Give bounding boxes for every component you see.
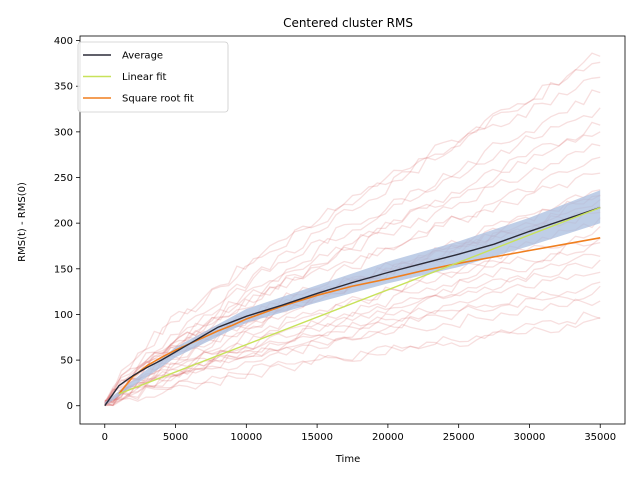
trace-line bbox=[104, 298, 601, 405]
legend-label: Average bbox=[122, 51, 163, 62]
y-axis-label: RMS(t) - RMS(0) bbox=[17, 182, 28, 262]
trace-line bbox=[104, 143, 601, 403]
x-axis-ticks: 0 5000 10000 15000 20000 25000 30000 35000 bbox=[102, 424, 616, 443]
y-tick-label: 350 bbox=[54, 82, 73, 93]
y-tick-label: 0 bbox=[67, 401, 73, 412]
x-tick-label: 0 bbox=[102, 432, 108, 443]
x-tick-label: 5000 bbox=[163, 432, 188, 443]
average-line bbox=[104, 206, 601, 407]
std-band-group bbox=[104, 190, 601, 406]
trace-line bbox=[104, 237, 601, 407]
trace-line bbox=[104, 131, 601, 406]
trace-line bbox=[104, 271, 601, 404]
y-tick-label: 200 bbox=[54, 219, 73, 230]
legend: Average Linear fit Square root fit bbox=[77, 41, 229, 113]
y-tick-label: 100 bbox=[54, 310, 73, 321]
linear-fit-line bbox=[118, 206, 601, 395]
trace-line bbox=[104, 253, 601, 407]
trace-line bbox=[104, 285, 601, 405]
x-tick-label: 30000 bbox=[514, 432, 546, 443]
trace-line bbox=[104, 259, 601, 405]
trace-line bbox=[104, 107, 601, 404]
x-tick-label: 25000 bbox=[443, 432, 475, 443]
trace-line bbox=[104, 89, 601, 404]
trace-line bbox=[104, 241, 601, 404]
x-axis-label: Time bbox=[335, 454, 360, 465]
trace-line bbox=[104, 52, 601, 402]
trace-line bbox=[104, 316, 601, 406]
x-tick-label: 35000 bbox=[584, 432, 616, 443]
y-tick-label: 400 bbox=[54, 36, 73, 47]
series-lines bbox=[104, 206, 601, 407]
y-tick-label: 150 bbox=[54, 264, 73, 275]
legend-box bbox=[77, 41, 229, 113]
trace-line bbox=[104, 121, 601, 406]
chart-title: Centered cluster RMS bbox=[283, 16, 413, 30]
y-tick-label: 250 bbox=[54, 173, 73, 184]
trace-line bbox=[104, 172, 601, 405]
x-tick-label: 10000 bbox=[230, 432, 262, 443]
trace-line bbox=[104, 76, 601, 404]
y-axis-ticks: 0 50 100 150 200 250 300 350 400 bbox=[54, 36, 80, 412]
y-tick-label: 300 bbox=[54, 127, 73, 138]
trace-line bbox=[104, 281, 601, 403]
legend-label: Square root fit bbox=[122, 94, 194, 105]
std-band bbox=[104, 190, 601, 406]
legend-label: Linear fit bbox=[122, 72, 167, 83]
y-tick-label: 50 bbox=[60, 356, 73, 367]
plot-frame bbox=[79, 35, 626, 425]
x-tick-label: 15000 bbox=[301, 432, 333, 443]
x-tick-label: 20000 bbox=[372, 432, 404, 443]
trace-line bbox=[104, 311, 601, 402]
sqrt-fit-line bbox=[118, 237, 601, 395]
trace-line bbox=[104, 61, 601, 406]
